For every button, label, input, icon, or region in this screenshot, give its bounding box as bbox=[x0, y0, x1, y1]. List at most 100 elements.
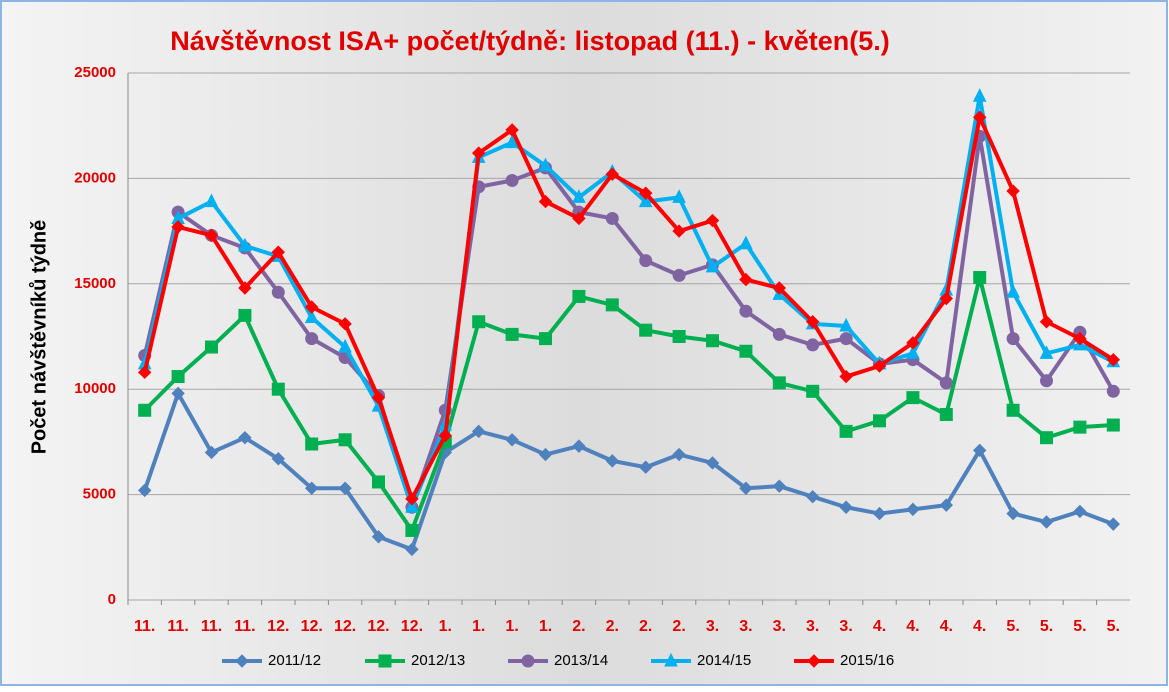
x-tick-label: 1. bbox=[505, 618, 518, 635]
data-point bbox=[505, 134, 519, 149]
data-point bbox=[1039, 345, 1054, 359]
y-tick-label: 0 bbox=[108, 591, 116, 608]
data-point bbox=[304, 481, 319, 495]
data-point bbox=[539, 332, 552, 346]
data-point bbox=[171, 386, 185, 401]
data-point bbox=[739, 344, 753, 358]
data-point bbox=[605, 211, 619, 225]
data-point bbox=[1073, 420, 1087, 434]
data-point bbox=[805, 490, 820, 504]
data-point bbox=[739, 235, 753, 250]
data-point bbox=[805, 315, 820, 329]
x-tick-label: 11. bbox=[234, 618, 255, 635]
x-tick-label: 11. bbox=[201, 618, 222, 635]
data-point bbox=[839, 317, 853, 332]
x-tick-label: 3. bbox=[839, 618, 852, 635]
x-tick-label: 4. bbox=[940, 618, 953, 635]
data-point bbox=[572, 189, 586, 203]
data-point bbox=[672, 224, 686, 238]
data-point bbox=[1006, 506, 1020, 521]
data-point bbox=[972, 443, 987, 458]
data-point bbox=[1040, 374, 1053, 388]
x-tick-label: 4. bbox=[973, 618, 986, 635]
data-point bbox=[572, 211, 586, 226]
data-point bbox=[372, 475, 385, 489]
data-point bbox=[672, 268, 686, 282]
data-point bbox=[338, 433, 352, 447]
legend-label: 2013/14 bbox=[554, 652, 608, 669]
data-point bbox=[338, 338, 352, 353]
data-point bbox=[304, 309, 319, 324]
data-point bbox=[471, 146, 486, 160]
data-point bbox=[839, 369, 853, 384]
data-point bbox=[405, 523, 419, 537]
data-point bbox=[706, 334, 719, 348]
data-point bbox=[605, 298, 619, 312]
data-point bbox=[872, 359, 887, 373]
data-point bbox=[1006, 284, 1020, 298]
y-tick-label: 20000 bbox=[74, 169, 116, 186]
legend-marker bbox=[807, 654, 821, 668]
data-point bbox=[405, 492, 419, 506]
data-point bbox=[572, 439, 586, 453]
x-tick-label: 5. bbox=[1040, 618, 1053, 635]
data-point bbox=[939, 291, 954, 306]
x-tick-label: 2. bbox=[572, 618, 585, 635]
data-point bbox=[204, 228, 219, 243]
data-point bbox=[772, 376, 786, 390]
data-point bbox=[739, 272, 753, 287]
data-point bbox=[471, 424, 486, 439]
x-tick-label: 2. bbox=[672, 618, 685, 635]
data-point bbox=[238, 281, 252, 295]
data-point bbox=[772, 479, 787, 493]
data-point bbox=[873, 414, 886, 428]
data-point bbox=[304, 300, 319, 314]
data-point bbox=[305, 332, 319, 346]
x-tick-label: 3. bbox=[706, 618, 719, 635]
data-point bbox=[1006, 403, 1020, 417]
data-point bbox=[1106, 352, 1121, 367]
x-tick-label: 3. bbox=[773, 618, 786, 635]
data-point bbox=[572, 289, 586, 303]
x-tick-label: 12. bbox=[267, 618, 289, 635]
x-tick-label: 4. bbox=[906, 618, 919, 635]
data-point bbox=[639, 323, 653, 337]
data-point bbox=[839, 424, 853, 438]
data-point bbox=[739, 304, 753, 318]
data-point bbox=[672, 447, 686, 462]
data-point bbox=[1039, 315, 1054, 329]
x-tick-label: 1. bbox=[439, 618, 452, 635]
data-point bbox=[906, 345, 920, 359]
data-point bbox=[1073, 331, 1087, 346]
data-point bbox=[638, 460, 653, 474]
legend-marker bbox=[378, 654, 392, 668]
data-point bbox=[1106, 517, 1121, 531]
data-point bbox=[271, 245, 286, 259]
data-point bbox=[1039, 515, 1054, 529]
data-point bbox=[137, 483, 152, 498]
y-axis-label: Počet návštěvníků týdně bbox=[28, 220, 50, 455]
x-tick-label: 2. bbox=[639, 618, 652, 635]
data-point bbox=[672, 330, 686, 343]
data-point bbox=[839, 332, 853, 346]
y-tick-label: 15000 bbox=[74, 275, 116, 292]
data-point bbox=[505, 327, 519, 341]
data-point bbox=[638, 193, 653, 208]
data-point bbox=[338, 317, 352, 331]
data-point bbox=[305, 437, 319, 451]
series-line bbox=[143, 275, 1114, 533]
x-tick-label: 11. bbox=[134, 618, 155, 635]
data-point bbox=[705, 456, 720, 470]
data-point bbox=[605, 167, 620, 181]
x-tick-label: 5. bbox=[1107, 618, 1120, 635]
data-point bbox=[138, 403, 152, 417]
data-point bbox=[605, 454, 620, 468]
y-tick-label: 10000 bbox=[74, 380, 116, 397]
data-point bbox=[872, 506, 887, 521]
data-point bbox=[1106, 418, 1120, 432]
x-tick-label: 4. bbox=[873, 618, 886, 635]
data-point bbox=[972, 110, 987, 124]
data-point bbox=[505, 174, 519, 188]
data-point bbox=[705, 258, 720, 273]
